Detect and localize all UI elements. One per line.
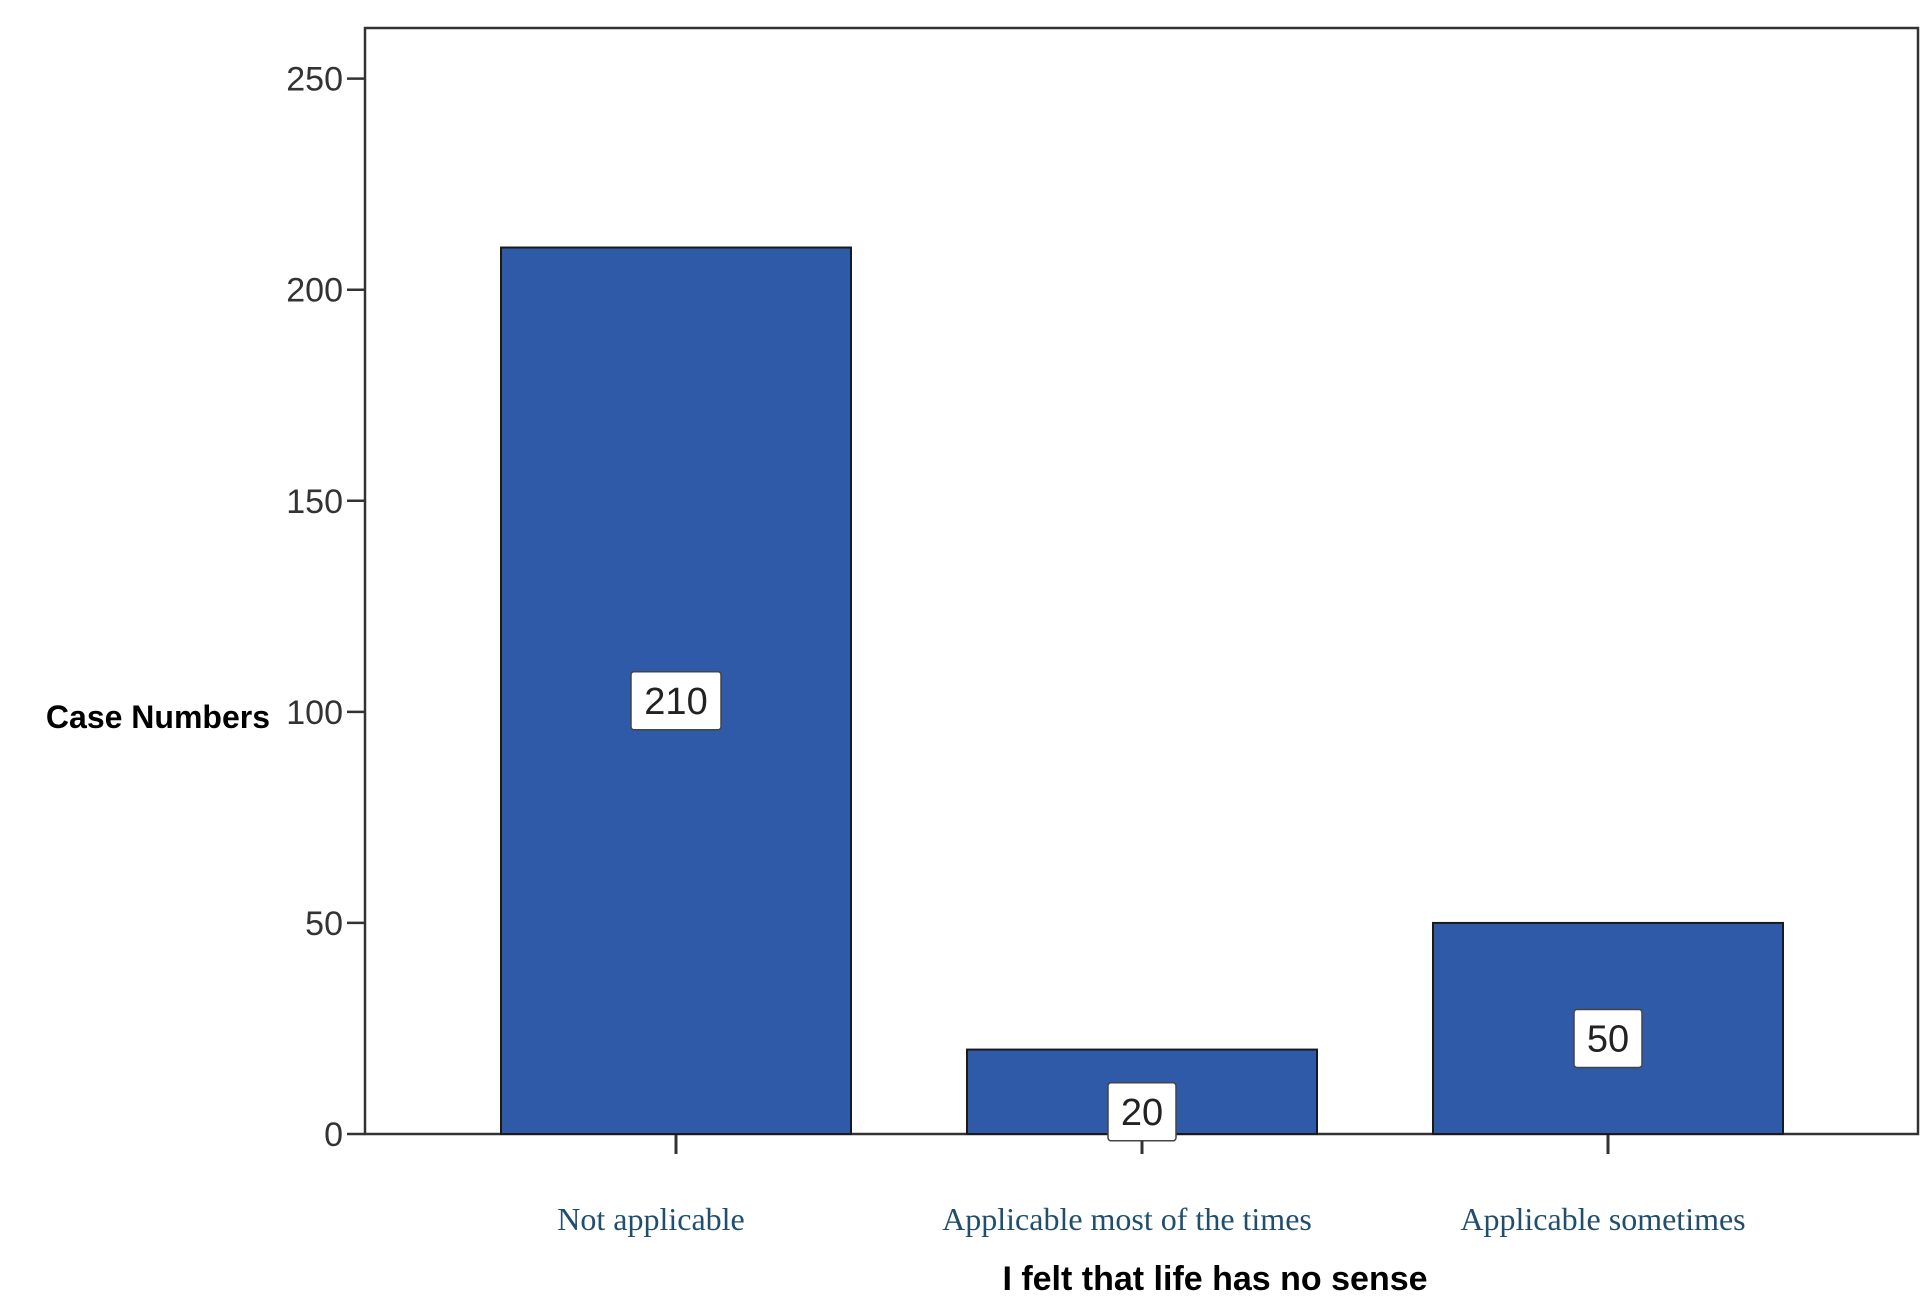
y-tick-label: 250	[286, 61, 343, 99]
data-label-box	[1107, 1082, 1177, 1142]
data-label: 20	[1121, 1092, 1163, 1134]
y-tick-label: 150	[286, 483, 343, 521]
x-tick-label: Applicable sometimes	[1460, 1201, 1745, 1237]
y-tick-label: 0	[324, 1116, 343, 1154]
data-label-box	[1573, 1008, 1643, 1069]
y-axis-label: Case Numbers	[46, 699, 270, 735]
data-label: 50	[1587, 1018, 1629, 1060]
x-tick-label: Applicable most of the times	[942, 1201, 1312, 1237]
data-label: 210	[644, 681, 707, 723]
x-tick-label: Not applicable	[557, 1201, 744, 1237]
x-axis-label: I felt that life has no sense	[1002, 1260, 1427, 1298]
data-label-box	[630, 671, 722, 731]
y-tick-label: 50	[305, 905, 343, 943]
y-tick-label: 200	[286, 272, 343, 310]
y-tick-label: 100	[286, 694, 343, 732]
